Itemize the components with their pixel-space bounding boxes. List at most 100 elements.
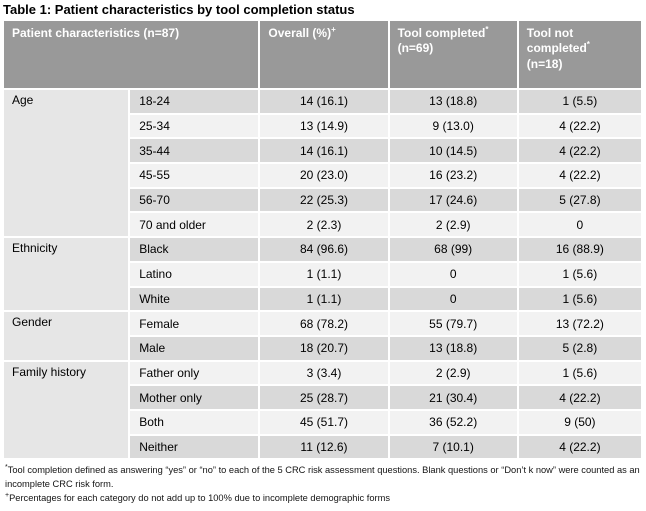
completed-value: 21 (30.4) [389,386,517,409]
completed-value: 0 [389,287,517,311]
overall-value: 1 (1.1) [260,287,388,311]
not-completed-value: 4 (22.2) [518,139,641,163]
table-row: Gender Female 68 (78.2) 55 (79.7) 13 (72… [4,312,641,360]
completed-value: 13 (18.8) [389,90,517,113]
not-completed-value: 4 (22.2) [518,435,641,459]
tool-not-completed-superscript: * [586,40,590,50]
col-header-tool-not-completed-n: (n=18) [526,56,563,71]
table-row: Family history Father only 3 (3.4) 2 (2.… [4,361,641,459]
footnote-asterisk-superscript: * [5,464,8,472]
overall-value: 45 (51.7) [260,410,388,434]
row-label: Latino [130,262,259,286]
not-completed-value: 13 (72.2) [518,312,641,335]
overall-value: 20 (23.0) [260,164,388,187]
overall-value: 2 (2.3) [260,213,388,237]
footnote-percentages: +Percentages for each category do not ad… [5,492,641,506]
row-label: Both [130,410,259,434]
table-row: Male 18 (20.7) 13 (18.8) 5 (2.8) [4,336,641,360]
table-row: 56-70 22 (25.3) 17 (24.6) 5 (27.8) [4,188,641,212]
col-header-overall: Overall (%)+ [260,21,388,88]
row-label: White [130,287,259,311]
col-header-patient-characteristics: Patient characteristics (n=87) [4,21,259,88]
overall-value: 14 (16.1) [260,139,388,163]
row-label: Father only [130,361,259,385]
not-completed-value: 4 (22.2) [518,114,641,138]
overall-superscript: + [331,25,336,34]
row-label: Mother only [130,386,259,409]
completed-value: 36 (52.2) [389,410,517,434]
col-header-tool-completed-n: (n=69) [397,41,434,56]
table-row: Both 45 (51.7) 36 (52.2) 9 (50) [4,410,641,434]
patient-characteristics-table: Patient characteristics (n=87) Overall (… [2,19,643,460]
table-row: Neither 11 (12.6) 7 (10.1) 4 (22.2) [4,435,641,459]
table-row: Age 18-24 14 (16.1) 13 (18.8) 1 (5.5) [4,90,641,237]
table-row: 25-34 13 (14.9) 9 (13.0) 4 (22.2) [4,114,641,138]
not-completed-value: 1 (5.6) [518,287,641,311]
not-completed-value: 5 (2.8) [518,336,641,360]
header-row: Patient characteristics (n=87) Overall (… [4,21,641,88]
overall-value: 25 (28.7) [260,386,388,409]
group-label-family-history: Family history [4,361,129,459]
footnote-plus-superscript: + [5,492,10,500]
completed-value: 55 (79.7) [389,312,517,335]
overall-value: 3 (3.4) [260,361,388,385]
not-completed-value: 4 (22.2) [518,164,641,187]
completed-value: 7 (10.1) [389,435,517,459]
completed-value: 10 (14.5) [389,139,517,163]
row-label: 45-55 [130,164,259,187]
completed-value: 0 [389,262,517,286]
not-completed-value: 9 (50) [518,410,641,434]
footnote-text: Percentages for each category do not add… [9,493,390,504]
table-row: 45-55 20 (23.0) 16 (23.2) 4 (22.2) [4,164,641,187]
footnotes: *Tool completion defined as answering “y… [5,464,641,506]
table-row: Latino 1 (1.1) 0 1 (5.6) [4,262,641,286]
col-header-tool-not-completed-label: Tool not completed [526,26,587,56]
row-label: 70 and older [130,213,259,237]
not-completed-value: 4 (22.2) [518,386,641,409]
row-label: Neither [130,435,259,459]
table-row: Mother only 25 (28.7) 21 (30.4) 4 (22.2) [4,386,641,409]
row-label: 56-70 [130,188,259,212]
row-label: 35-44 [130,139,259,163]
completed-value: 68 (99) [389,238,517,261]
overall-value: 84 (96.6) [260,238,388,261]
not-completed-value: 0 [518,213,641,237]
completed-value: 2 (2.9) [389,213,517,237]
table-row: White 1 (1.1) 0 1 (5.6) [4,287,641,311]
overall-value: 13 (14.9) [260,114,388,138]
table-row: 35-44 14 (16.1) 10 (14.5) 4 (22.2) [4,139,641,163]
not-completed-value: 5 (27.8) [518,188,641,212]
row-label: 25-34 [130,114,259,138]
col-header-tool-completed: Tool completed* (n=69) [389,21,517,88]
completed-value: 17 (24.6) [389,188,517,212]
overall-value: 14 (16.1) [260,90,388,113]
not-completed-value: 1 (5.5) [518,90,641,113]
col-header-tool-completed-label: Tool completed [397,26,486,40]
not-completed-value: 16 (88.9) [518,238,641,261]
group-label-ethnicity: Ethnicity [4,238,129,311]
row-label: Male [130,336,259,360]
row-label: 18-24 [130,90,259,113]
row-label: Female [130,312,259,335]
not-completed-value: 1 (5.6) [518,262,641,286]
completed-value: 2 (2.9) [389,361,517,385]
completed-value: 13 (18.8) [389,336,517,360]
group-label-age: Age [4,90,129,237]
row-label: Black [130,238,259,261]
footnote-tool-completion: *Tool completion defined as answering “y… [5,464,641,492]
table-row: 70 and older 2 (2.3) 2 (2.9) 0 [4,213,641,237]
overall-value: 1 (1.1) [260,262,388,286]
overall-value: 11 (12.6) [260,435,388,459]
col-header-overall-label: Overall (%) [268,26,332,40]
col-header-tool-not-completed: Tool not completed* (n=18) [518,21,641,88]
overall-value: 68 (78.2) [260,312,388,335]
table-title: Table 1: Patient characteristics by tool… [3,2,355,17]
completed-value: 9 (13.0) [389,114,517,138]
overall-value: 22 (25.3) [260,188,388,212]
group-label-gender: Gender [4,312,129,360]
completed-value: 16 (23.2) [389,164,517,187]
not-completed-value: 1 (5.6) [518,361,641,385]
table-row: Ethnicity Black 84 (96.6) 68 (99) 16 (88… [4,238,641,311]
overall-value: 18 (20.7) [260,336,388,360]
